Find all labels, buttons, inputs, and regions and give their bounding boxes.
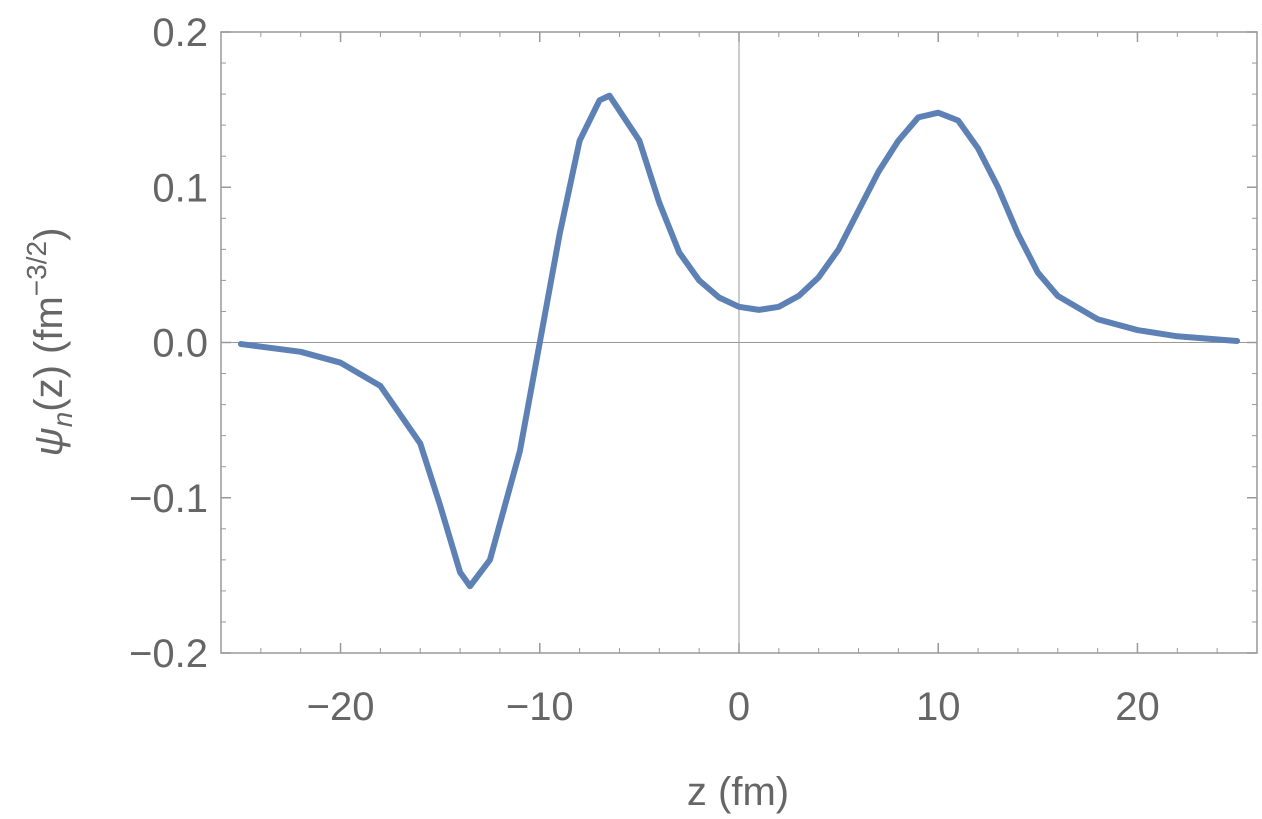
x-axis-label: z (fm) [687, 770, 789, 814]
x-tick-label: −20 [307, 685, 375, 729]
y-label-symbol: ψ [27, 427, 71, 456]
x-tick-label: 0 [728, 685, 750, 729]
y-tick-label: −0.2 [129, 632, 208, 676]
y-label-close: ) [27, 228, 71, 241]
x-tick-label: 10 [916, 685, 961, 729]
x-tick-label: 20 [1115, 685, 1160, 729]
y-tick-label: 0.1 [152, 166, 208, 210]
y-label-main: (z) (fm [27, 296, 71, 412]
y-label-subscript: n [47, 412, 78, 428]
y-tick-label: −0.1 [129, 477, 208, 521]
data-line [237, 92, 1241, 590]
y-tick-label: 0.2 [152, 11, 208, 55]
y-label-superscript: −3/2 [21, 241, 52, 296]
y-tick-label: 0.0 [152, 322, 208, 366]
y-axis-label: ψn(z) (fm−3/2) [21, 228, 78, 457]
x-tick-label: −10 [506, 685, 574, 729]
